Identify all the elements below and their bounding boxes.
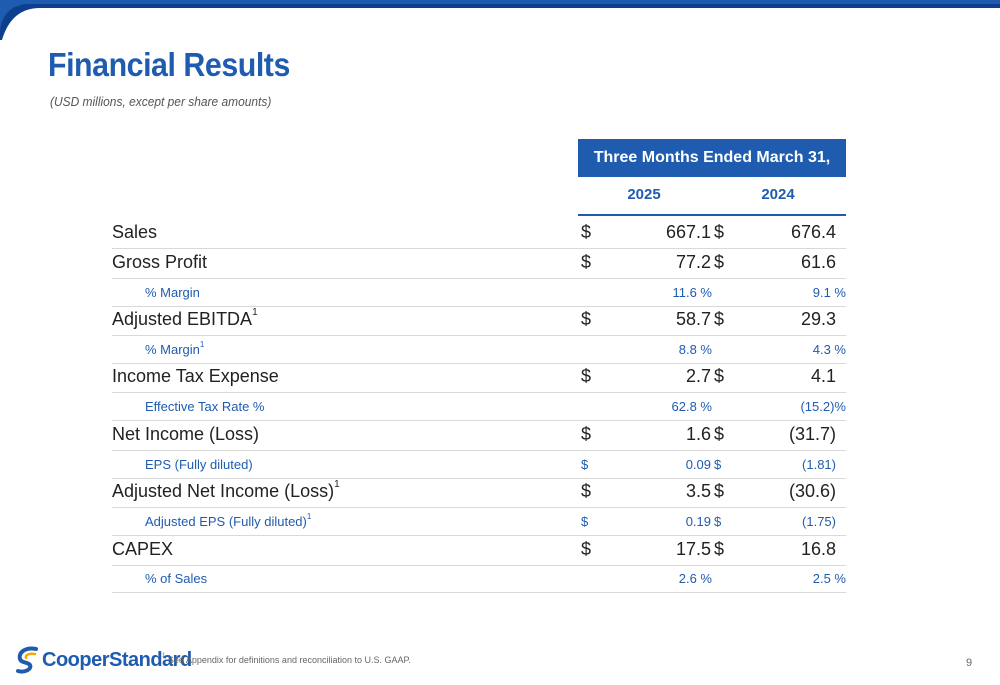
row-label: Adjusted EPS (Fully diluted)1	[145, 512, 312, 529]
table-row-adjusted-ebitda: Adjusted EBITDA1 $ 58.7 $ 29.3	[112, 306, 846, 336]
value-2024: 2.5 %	[812, 571, 846, 586]
value-2025: 667.1	[665, 222, 711, 242]
value-2024: 16.8	[800, 539, 836, 559]
row-label: CAPEX	[112, 539, 174, 559]
table-row-effective-tax-rate: Effective Tax Rate % 62.8 % (15.2)%	[112, 393, 846, 421]
value-2024: (30.6)	[788, 481, 836, 501]
value-2025: 0.09	[685, 457, 711, 472]
value-2025: 77.2	[675, 252, 711, 272]
value-2025: 11.6 %	[672, 285, 712, 300]
row-label: % of Sales	[145, 571, 208, 586]
row-label: Effective Tax Rate %	[145, 399, 265, 414]
value-2024: 4.1	[810, 366, 836, 386]
row-label: % Margin	[145, 285, 200, 300]
value-2024: 4.3 %	[812, 342, 846, 357]
value-2025: 2.7	[685, 366, 711, 386]
currency-symbol: $	[581, 424, 592, 444]
year-header-2025: 2025	[627, 186, 661, 203]
currency-symbol: $	[714, 539, 725, 559]
row-label: EPS (Fully diluted)	[145, 457, 253, 472]
value-2025: 2.6 %	[678, 571, 712, 586]
table-row-net-income: Net Income (Loss) $ 1.6 $ (31.7)	[112, 421, 846, 451]
currency-symbol: $	[581, 252, 592, 272]
currency-symbol: $	[581, 309, 592, 329]
footnote-marker: 1	[306, 512, 312, 521]
logo-text: CooperStandard	[42, 648, 192, 671]
table-row-capex-percent-sales: % of Sales 2.6 % 2.5 %	[112, 565, 846, 593]
currency-symbol: $	[714, 366, 725, 386]
currency-symbol: $	[714, 222, 725, 242]
row-label: Sales	[112, 222, 158, 242]
currency-symbol: $	[581, 222, 592, 242]
value-2025: 3.5	[685, 481, 711, 501]
page-number: 9	[966, 657, 973, 669]
table-row-gross-profit: Gross Profit $ 77.2 $ 61.6	[112, 249, 846, 279]
value-2025: 1.6	[685, 424, 711, 444]
table-row-sales: Sales $ 667.1 $ 676.4	[112, 219, 846, 249]
currency-symbol: $	[581, 539, 592, 559]
logo-mark-icon	[16, 646, 38, 674]
table-row-capex: CAPEX $ 17.5 $ 16.8	[112, 536, 846, 566]
value-2024: 9.1 %	[812, 285, 846, 300]
value-2024: 29.3	[800, 309, 836, 329]
value-2024: 61.6	[800, 252, 836, 272]
footnote-marker: 1	[334, 479, 340, 490]
currency-symbol: $	[581, 457, 589, 472]
currency-symbol: $	[714, 514, 722, 529]
row-label: Net Income (Loss)	[112, 424, 260, 444]
row-label: Adjusted EBITDA1	[112, 307, 258, 329]
value-2024: 676.4	[790, 222, 836, 242]
row-label: Income Tax Expense	[112, 366, 279, 386]
table-row-gross-margin: % Margin 11.6 % 9.1 %	[112, 279, 846, 307]
page-title: Financial Results	[48, 46, 290, 83]
currency-symbol: $	[714, 457, 722, 472]
value-2025: 62.8 %	[671, 399, 712, 414]
footnote: 1 See Appendix for definitions and recon…	[162, 653, 411, 665]
table-row-income-tax-expense: Income Tax Expense $ 2.7 $ 4.1	[112, 363, 846, 393]
footnote-marker: 1	[199, 340, 205, 349]
currency-symbol: $	[581, 514, 589, 529]
value-2024: (15.2)%	[800, 399, 846, 414]
row-label: Adjusted Net Income (Loss)1	[112, 479, 340, 501]
value-2025: 8.8 %	[678, 342, 712, 357]
value-2025: 17.5	[675, 539, 711, 559]
currency-symbol: $	[714, 424, 725, 444]
value-2025: 58.7	[675, 309, 711, 329]
table-row-eps: EPS (Fully diluted) $ 0.09 $ (1.81)	[112, 451, 846, 479]
table-row-adjusted-net-income: Adjusted Net Income (Loss)1 $ 3.5 $ (30.…	[112, 478, 846, 508]
value-2024: (1.75)	[802, 514, 836, 529]
company-logo: CooperStandard	[16, 646, 192, 674]
currency-symbol: $	[714, 252, 725, 272]
footnote-marker: 1	[252, 307, 258, 318]
period-header: Three Months Ended March 31,	[578, 139, 846, 177]
header-divider	[578, 214, 846, 216]
year-header-2024: 2024	[761, 186, 795, 203]
top-banner	[0, 0, 1000, 40]
value-2025: 0.19	[685, 514, 711, 529]
row-label: Gross Profit	[112, 252, 208, 272]
currency-symbol: $	[581, 366, 592, 386]
currency-symbol: $	[714, 309, 725, 329]
value-2024: (31.7)	[788, 424, 836, 444]
currency-symbol: $	[581, 481, 592, 501]
table-row-adjusted-eps: Adjusted EPS (Fully diluted)1 $ 0.19 $ (…	[112, 508, 846, 536]
currency-symbol: $	[714, 481, 725, 501]
value-2024: (1.81)	[802, 457, 836, 472]
page-subtitle: (USD millions, except per share amounts)	[50, 94, 272, 109]
table-row-ebitda-margin: % Margin1 8.8 % 4.3 %	[112, 336, 846, 364]
row-label: % Margin1	[145, 340, 205, 357]
footnote-marker: 1	[162, 653, 166, 659]
